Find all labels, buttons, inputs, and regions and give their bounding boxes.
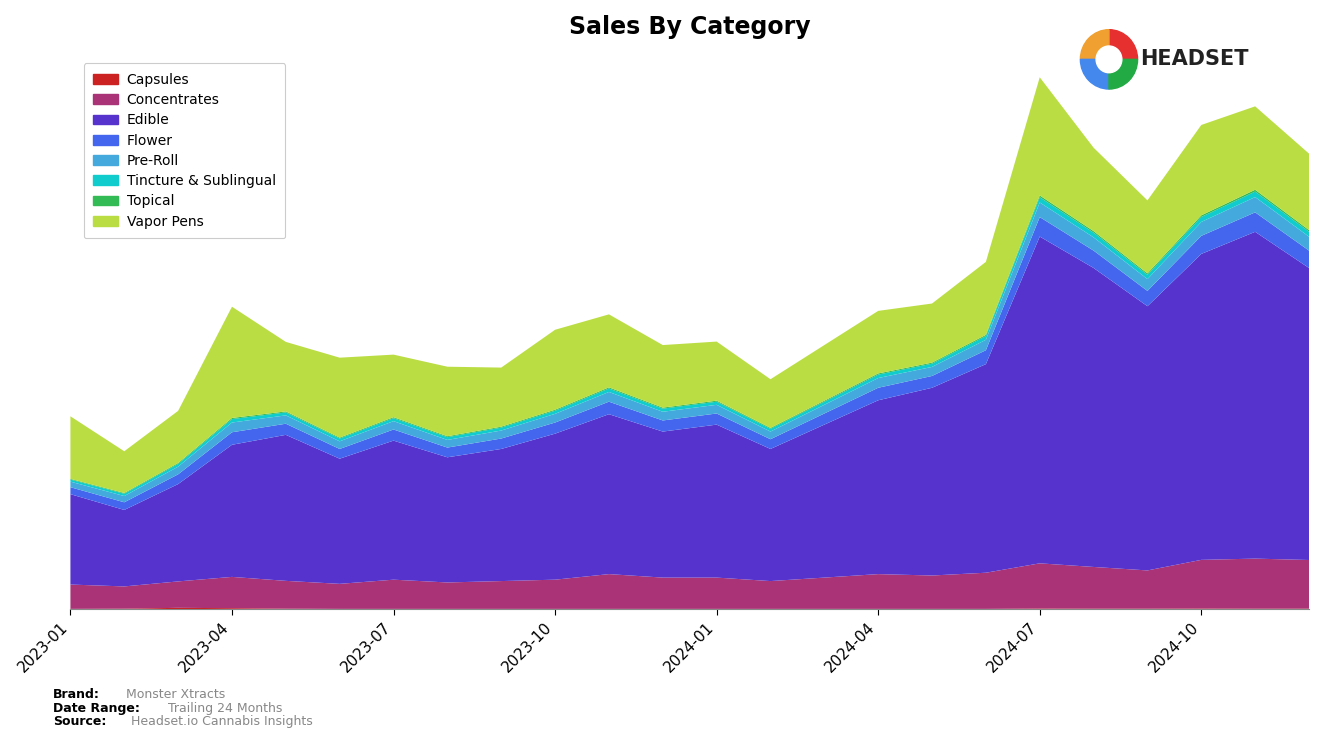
Wedge shape (1110, 59, 1137, 89)
Text: Source:: Source: (53, 715, 106, 728)
Text: Headset.io Cannabis Insights: Headset.io Cannabis Insights (131, 715, 312, 728)
Circle shape (1096, 46, 1121, 73)
Title: Sales By Category: Sales By Category (569, 15, 810, 39)
Wedge shape (1110, 30, 1137, 59)
Legend: Capsules, Concentrates, Edible, Flower, Pre-Roll, Tincture & Sublingual, Topical: Capsules, Concentrates, Edible, Flower, … (83, 63, 286, 238)
Wedge shape (1080, 59, 1110, 89)
Text: HEADSET: HEADSET (1140, 50, 1249, 69)
Text: Date Range:: Date Range: (53, 701, 140, 715)
Wedge shape (1080, 30, 1110, 59)
Text: Trailing 24 Months: Trailing 24 Months (168, 701, 282, 715)
Text: Monster Xtracts: Monster Xtracts (126, 688, 225, 701)
Text: Brand:: Brand: (53, 688, 99, 701)
